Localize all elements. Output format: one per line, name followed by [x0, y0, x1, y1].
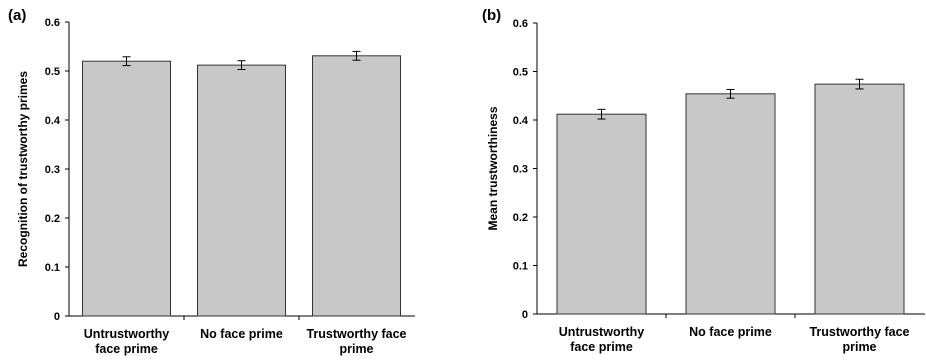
y-tick-label: 0.5: [45, 66, 60, 78]
x-category-label-line: prime: [339, 342, 373, 356]
y-tick-label: 0: [522, 309, 528, 321]
x-category-label: No face prime: [200, 327, 283, 341]
y-tick-label: 0: [54, 311, 60, 323]
y-axis-title: Mean trustworthiness: [486, 106, 500, 230]
chart-panel-b: (b) 0 0.1 0.2 0.3 0.4 0.5 0.6 Mean trustworthine…: [482, 7, 925, 354]
bar: [556, 113, 647, 315]
x-category-label-line: prime: [842, 340, 876, 354]
y-tick-label: 0.1: [45, 262, 60, 274]
y-tick-label: 0.5: [513, 67, 528, 79]
panel-label: (a): [8, 7, 26, 24]
y-tick-label: 0.2: [45, 213, 60, 225]
bar: [197, 64, 286, 317]
bar: [82, 60, 171, 317]
x-category-label: Untrustworthy face prime: [84, 327, 169, 356]
x-category-label-line: Trustworthy face: [809, 325, 909, 339]
x-category-label: No face prime: [689, 325, 772, 339]
panel-label: (b): [482, 7, 501, 24]
x-category-label-line: Untrustworthy: [559, 325, 644, 339]
x-category-label-line: No face prime: [200, 327, 283, 341]
y-tick-label: 0.3: [513, 164, 528, 176]
y-tick-label: 0.1: [513, 261, 528, 273]
x-category-label: Trustworthy face prime: [809, 325, 909, 354]
y-tick-label: 0.6: [45, 17, 60, 29]
y-tick-label: 0.6: [513, 18, 528, 30]
bar: [814, 83, 905, 315]
y-axis-title: Recognition of trustworthy primes: [16, 71, 30, 267]
y-tick-label: 0.3: [45, 164, 60, 176]
chart-panel-a: (a) 0 0.1 0.2 0.3 0.4 0.5 0.6 Recognition of tru…: [8, 7, 415, 356]
x-category-label-line: Trustworthy face: [306, 327, 406, 341]
bar: [312, 55, 401, 317]
y-tick-label: 0.4: [513, 115, 529, 127]
x-category-label-line: face prime: [95, 342, 158, 356]
x-category-label: Trustworthy face prime: [306, 327, 406, 356]
x-category-label: Untrustworthy face prime: [559, 325, 644, 354]
y-tick-label: 0.4: [45, 115, 61, 127]
x-category-label-line: No face prime: [689, 325, 772, 339]
x-category-label-line: face prime: [570, 340, 633, 354]
bar: [685, 93, 776, 315]
y-tick-label: 0.2: [513, 212, 528, 224]
x-category-label-line: Untrustworthy: [84, 327, 169, 341]
